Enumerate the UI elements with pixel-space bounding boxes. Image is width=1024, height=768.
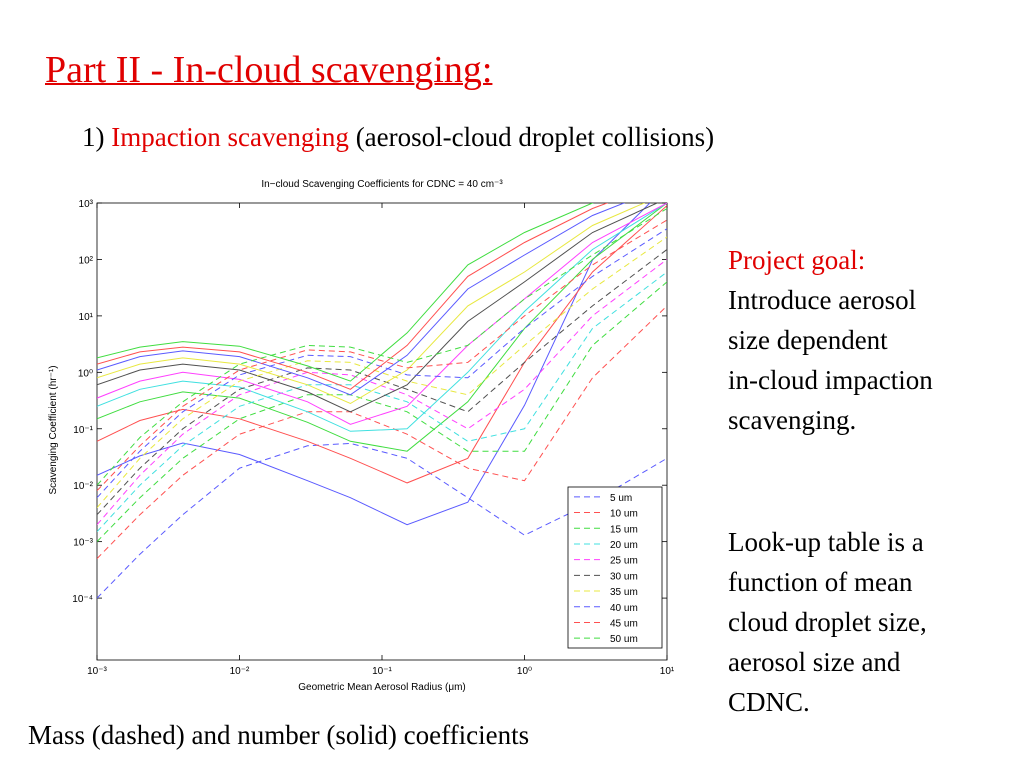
- y-axis-label: Scavenging Coefficient (hr⁻¹): [48, 365, 59, 494]
- note-block: Look-up table is a function of mean clou…: [728, 522, 927, 722]
- goal-heading: Project goal:: [728, 245, 866, 275]
- number-line: [97, 203, 594, 382]
- number-line: [97, 203, 667, 452]
- mass-line: [97, 219, 667, 492]
- y-tick-label: 10⁻⁴: [72, 594, 93, 605]
- number-line: [97, 203, 626, 396]
- x-tick-label: 10⁻¹: [372, 666, 392, 677]
- subtitle-rest: (aerosol-cloud droplet collisions): [355, 122, 715, 152]
- legend-label: 15 um: [610, 524, 638, 535]
- legend-label: 50 um: [610, 634, 638, 645]
- legend-label: 25 um: [610, 556, 638, 567]
- mass-line: [97, 442, 667, 599]
- subtitle-highlight: Impaction scavenging: [111, 122, 349, 152]
- number-line: [97, 205, 667, 484]
- y-tick-label: 10⁻¹: [73, 425, 93, 436]
- mass-line: [97, 249, 667, 516]
- mass-line: [97, 208, 667, 486]
- legend-label: 35 um: [610, 587, 638, 598]
- note-line: CDNC.: [728, 687, 810, 717]
- subtitle-number: 1): [82, 122, 105, 152]
- note-line: Look-up table is a: [728, 527, 924, 557]
- legend-label: 5 um: [610, 493, 632, 504]
- x-tick-label: 10⁰: [517, 666, 532, 677]
- goal-block: Project goal: Introduce aerosol size dep…: [728, 240, 933, 440]
- number-line: [97, 203, 659, 413]
- mass-line: [97, 236, 667, 509]
- caption: Mass (dashed) and number (solid) coeffic…: [28, 720, 530, 750]
- x-axis-label: Geometric Mean Aerosol Radius (μm): [298, 682, 466, 693]
- chart: In−cloud Scavenging Coefficients for CDN…: [48, 179, 675, 693]
- goal-line: size dependent: [728, 325, 888, 355]
- number-line: [97, 203, 667, 425]
- note-line: aerosol size and: [728, 647, 901, 677]
- chart-title: In−cloud Scavenging Coefficients for CDN…: [261, 179, 503, 190]
- number-line: [97, 203, 667, 432]
- legend-label: 10 um: [610, 509, 638, 520]
- note-line: cloud droplet size,: [728, 607, 927, 637]
- legend-box: [567, 486, 663, 649]
- note-line: function of mean: [728, 567, 913, 597]
- y-tick-label: 10³: [79, 199, 94, 210]
- legend-label: 30 um: [610, 571, 638, 582]
- x-tick-label: 10¹: [660, 666, 675, 677]
- y-tick-label: 10⁻³: [73, 538, 93, 549]
- y-tick-label: 10¹: [79, 312, 94, 323]
- y-tick-label: 10²: [79, 255, 94, 266]
- slide-title: Part II - In-cloud scavenging:: [45, 49, 493, 91]
- plot-lines: [97, 203, 667, 599]
- x-tick-label: 10⁻³: [87, 666, 107, 677]
- legend-label: 40 um: [610, 603, 638, 614]
- mass-line: [97, 271, 667, 533]
- number-line: [97, 203, 646, 405]
- subtitle: 1) Impaction scavenging (aerosol-cloud d…: [82, 122, 714, 153]
- goal-line: Introduce aerosol: [728, 285, 917, 315]
- mass-line: [97, 259, 667, 526]
- goal-line: in-cloud impaction: [728, 365, 933, 395]
- y-tick-label: 10⁻²: [73, 481, 93, 492]
- x-tick-label: 10⁻²: [230, 666, 250, 677]
- legend-label: 20 um: [610, 540, 638, 551]
- goal-line: scavenging.: [728, 405, 857, 435]
- legend-label: 45 um: [610, 618, 638, 629]
- mass-line: [97, 228, 667, 499]
- y-tick-label: 10⁰: [78, 368, 93, 379]
- number-line: [97, 203, 609, 390]
